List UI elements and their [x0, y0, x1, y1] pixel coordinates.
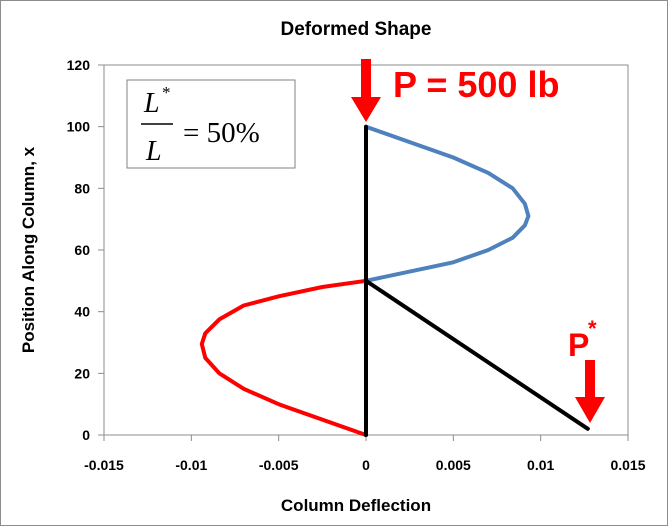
series-layer [199, 124, 590, 437]
series-line-3 [364, 278, 590, 431]
ratio-box: L * L = 50% [126, 79, 296, 169]
x-tick-label: 0.005 [436, 457, 471, 473]
x-tick-label: -0.01 [175, 457, 207, 473]
x-tick-label: 0 [362, 457, 370, 473]
series-line-0 [199, 278, 368, 437]
ratio-denominator: L [145, 136, 162, 167]
load-arrow-top [351, 59, 381, 122]
y-tick-label: 80 [74, 180, 90, 196]
load-arrow-bottom-shaft [585, 360, 595, 399]
x-tick-label: 0.01 [527, 457, 554, 473]
y-tick-label: 0 [82, 427, 90, 443]
load-arrow-bottom-head [575, 397, 605, 423]
y-tick-label: 100 [67, 119, 91, 135]
load-label: P = 500 lb [393, 64, 559, 105]
x-tick-label: 0.015 [610, 457, 645, 473]
load-arrow-top-head [351, 97, 381, 122]
x-tick-label: -0.005 [259, 457, 299, 473]
series-line-1 [364, 124, 531, 283]
pstar-label: P [568, 327, 589, 363]
y-tick-label: 60 [74, 242, 90, 258]
y-tick-label: 20 [74, 365, 90, 381]
load-arrow-bottom [575, 360, 605, 423]
ratio-numerator: L [143, 88, 160, 119]
x-axis-title: Column Deflection [281, 496, 431, 515]
load-arrow-top-shaft [361, 59, 371, 99]
ratio-numerator-superscript: * [162, 83, 171, 102]
chart-title: Deformed Shape [281, 19, 432, 40]
x-tick-label: -0.015 [84, 457, 124, 473]
x-axis: -0.015 -0.01 -0.005 0 0.005 0.01 0.015 [84, 434, 646, 473]
ratio-equation-rhs: = 50% [183, 117, 260, 149]
y-tick-label: 120 [67, 57, 91, 73]
y-axis-title: Position Along Column, x [19, 146, 38, 353]
y-tick-label: 40 [74, 304, 90, 320]
pstar-superscript: * [588, 316, 597, 341]
y-axis: 0 20 40 60 80 100 120 [67, 57, 105, 443]
